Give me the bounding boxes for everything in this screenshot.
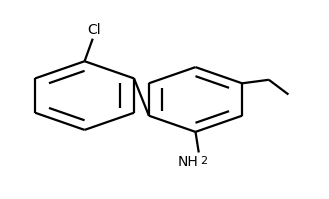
- Text: 2: 2: [200, 156, 208, 166]
- Text: NH: NH: [178, 155, 199, 169]
- Text: Cl: Cl: [88, 23, 101, 37]
